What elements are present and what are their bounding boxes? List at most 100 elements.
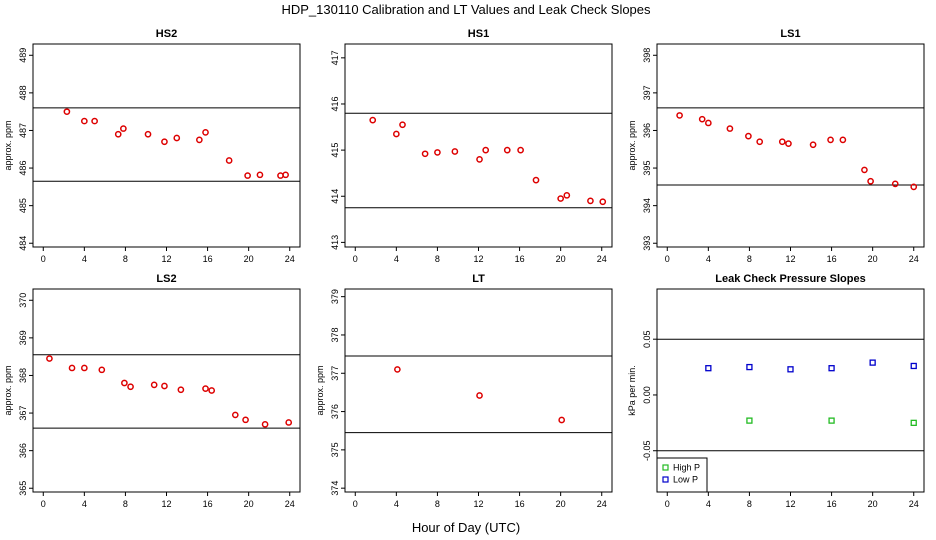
x-tick-label: 4	[394, 499, 399, 509]
y-tick-label: 416	[330, 96, 340, 111]
data-point	[563, 191, 571, 199]
figure-title: HDP_130110 Calibration and LT Values and…	[281, 2, 651, 17]
y-tick-label: 489	[18, 48, 28, 63]
data-point	[861, 166, 868, 174]
data-point	[746, 417, 753, 424]
data-point	[698, 115, 706, 123]
y-tick-label: 374	[330, 481, 340, 496]
y-tick-label: 485	[18, 198, 28, 213]
data-point	[202, 128, 209, 136]
x-tick-label: 24	[285, 254, 295, 264]
data-point	[256, 171, 264, 179]
data-point	[225, 157, 233, 164]
y-tick-label: 397	[642, 85, 652, 100]
plot-frame	[344, 43, 613, 248]
x-tick-label: 20	[556, 499, 566, 509]
y-tick-label: 368	[18, 368, 28, 383]
data-point	[127, 383, 134, 391]
x-tick-label: 4	[706, 254, 711, 264]
panel-title: LS1	[780, 28, 800, 40]
x-tick-label: 24	[909, 499, 919, 509]
data-point	[285, 419, 293, 426]
data-point	[202, 385, 209, 392]
data-point	[778, 138, 786, 146]
x-tick-label: 0	[665, 254, 670, 264]
data-point	[121, 379, 128, 387]
y-tick-label: 375	[330, 442, 340, 457]
x-tick-label: 16	[203, 499, 213, 509]
y-tick-label: 0.00	[642, 386, 652, 404]
y-tick-label: 396	[642, 123, 652, 138]
panel-ls1: LS1 0 4 8 12 16 20 24 393 394 395 396 397 398 approx. …	[627, 28, 925, 264]
y-tick-label: 414	[330, 189, 340, 204]
data-point	[392, 130, 400, 138]
y-tick-label: 378	[330, 327, 340, 342]
y-tick-label: -0.05	[642, 440, 652, 461]
data-point	[277, 172, 284, 179]
x-tick-label: 4	[82, 499, 87, 509]
data-point	[476, 155, 483, 163]
x-tick-label: 12	[161, 254, 171, 264]
data-point	[867, 177, 874, 185]
data-point	[910, 419, 917, 426]
data-point	[451, 148, 459, 155]
x-tick-label: 24	[597, 499, 607, 509]
y-axis-label: approx. ppm	[315, 365, 325, 415]
x-tick-label: 4	[706, 499, 711, 509]
x-tick-label: 12	[161, 499, 171, 509]
x-tick-label: 16	[515, 499, 525, 509]
data-point	[599, 198, 607, 206]
data-point	[587, 197, 594, 205]
data-point	[282, 171, 289, 179]
plot-frame	[32, 288, 301, 493]
x-tick-label: 0	[353, 499, 358, 509]
panel-hs2: HS2 0 4 8 12 16 20 24 484 485 486 487 488 489 approx. …	[3, 28, 301, 264]
x-tick-label: 12	[473, 499, 483, 509]
data-point	[177, 386, 185, 394]
data-point	[809, 141, 817, 149]
x-tick-label: 12	[785, 254, 795, 264]
data-point	[787, 366, 794, 373]
y-tick-label: 0.05	[642, 330, 652, 348]
x-tick-label: 0	[41, 499, 46, 509]
data-point	[120, 125, 127, 132]
y-tick-label: 415	[330, 143, 340, 158]
data-point	[910, 362, 917, 370]
x-tick-label: 20	[868, 499, 878, 509]
figure-xlabel: Hour of Day (UTC)	[412, 520, 520, 535]
data-point	[517, 146, 524, 154]
x-tick-label: 0	[353, 254, 358, 264]
data-point	[828, 365, 835, 372]
y-tick-label: 370	[18, 293, 28, 308]
data-point	[196, 136, 203, 144]
data-point	[558, 416, 566, 424]
y-tick-label: 488	[18, 85, 28, 100]
x-tick-label: 12	[473, 254, 483, 264]
data-point	[46, 355, 53, 362]
y-tick-label: 377	[330, 366, 340, 381]
data-point	[705, 365, 712, 372]
y-tick-label: 394	[642, 198, 652, 213]
data-point	[827, 136, 834, 144]
x-tick-label: 8	[747, 499, 752, 509]
y-tick-label: 413	[330, 235, 340, 250]
x-tick-label: 8	[123, 254, 128, 264]
data-point	[756, 138, 764, 146]
data-point	[785, 140, 792, 147]
y-axis-label: approx. ppm	[627, 120, 637, 170]
plot-frame	[344, 288, 613, 493]
legend-swatch	[662, 464, 669, 471]
data-point	[839, 136, 847, 144]
data-point	[557, 195, 565, 202]
data-point	[68, 364, 76, 372]
y-tick-label: 484	[18, 236, 28, 251]
x-tick-label: 8	[123, 499, 128, 509]
x-tick-label: 8	[435, 499, 440, 509]
data-point	[745, 132, 752, 140]
x-tick-label: 24	[909, 254, 919, 264]
data-point	[746, 363, 753, 371]
data-point	[80, 117, 88, 125]
panel-hs1: HS1 0 4 8 12 16 20 24 413 414 415 416 417	[330, 28, 613, 264]
x-tick-label: 8	[435, 254, 440, 264]
